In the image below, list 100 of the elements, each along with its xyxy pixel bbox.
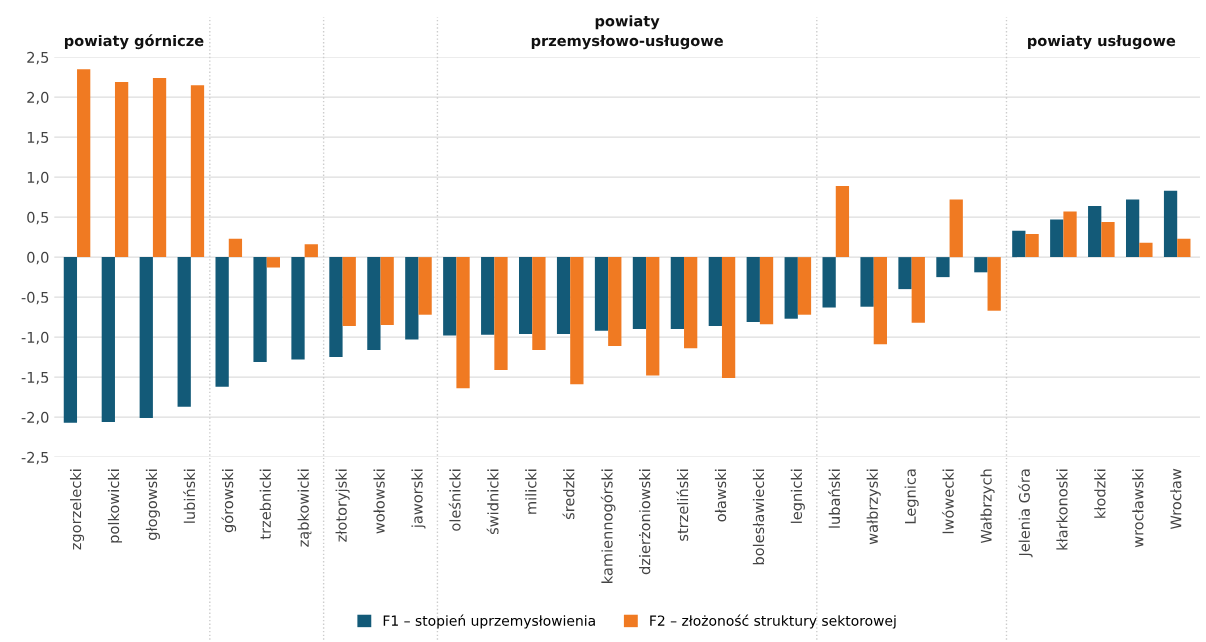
- x-tick-label: lwówecki: [941, 469, 954, 534]
- bar: [646, 257, 660, 376]
- bar: [822, 257, 836, 308]
- bar: [519, 257, 533, 334]
- bar: [443, 257, 457, 336]
- x-tick-label: kłodzki: [1094, 469, 1106, 518]
- bar: [418, 257, 432, 315]
- bar: [759, 257, 774, 325]
- bar: [911, 257, 925, 323]
- bar: [797, 257, 812, 315]
- bar: [987, 257, 1001, 311]
- bar: [101, 257, 115, 422]
- y-tick-label: -0,5: [21, 291, 49, 305]
- bar: [1177, 238, 1191, 258]
- x-tick-label: Wrocław: [1170, 468, 1182, 530]
- text: powiaty usługowe: [1028, 34, 1176, 50]
- bar: [835, 185, 850, 258]
- bar: [367, 257, 381, 350]
- bar: [63, 257, 78, 423]
- legend-label: F1 – stopień uprzemysłowienia: [383, 614, 595, 629]
- bar: [139, 257, 153, 418]
- bar: [670, 257, 685, 330]
- bar: [746, 257, 760, 322]
- bar: [1063, 211, 1077, 258]
- bar: [1050, 219, 1064, 258]
- bar: [1139, 242, 1153, 258]
- x-tick-label: trzebnicki: [259, 469, 271, 540]
- bar: [632, 257, 647, 330]
- y-tick-label: -1,0: [21, 331, 49, 345]
- bar: [114, 81, 129, 258]
- bar: [1012, 230, 1026, 258]
- x-tick-label: jaworski: [411, 469, 426, 529]
- text: powiaty górnicze: [64, 34, 204, 50]
- x-tick-label: wałbrzyski: [866, 469, 881, 545]
- x-tick-label: legnicki: [790, 469, 805, 523]
- bar: [228, 238, 243, 258]
- x-tick-label: złotoryjski: [335, 469, 350, 542]
- y-tick-label: 1,5: [27, 132, 49, 145]
- x-tick-label: lubański: [828, 469, 841, 528]
- bar: [532, 257, 546, 350]
- bar: [152, 77, 167, 258]
- bar: [936, 257, 950, 278]
- bar: [898, 257, 912, 290]
- bar: [608, 257, 622, 346]
- bar: [784, 257, 798, 319]
- x-tick-label: oleśnicki: [448, 469, 461, 531]
- x-tick-label: wołowski: [373, 469, 385, 534]
- x-tick-label: średzki: [562, 469, 575, 520]
- bar: [594, 257, 609, 331]
- bar: [190, 85, 205, 258]
- x-tick-label: kamiennogórski: [600, 469, 616, 583]
- bar: [329, 257, 343, 358]
- x-tick-label: górowski: [221, 469, 237, 533]
- text: powiaty przemysłowo-usługowe: [531, 15, 723, 50]
- x-tick-label: strzeliński: [676, 469, 689, 541]
- x-tick-label: ząbkowicki: [297, 469, 312, 547]
- x-tick-label: polkowicki: [107, 469, 123, 543]
- bar: [215, 257, 229, 387]
- y-tick-label: 0,5: [27, 211, 49, 225]
- x-tick-label: lubiński: [183, 469, 196, 523]
- y-tick-label: -2,0: [21, 411, 49, 425]
- x-tick-label: Legnica: [904, 469, 919, 524]
- bar: [1163, 190, 1178, 258]
- bar: [873, 257, 887, 345]
- bar: [77, 69, 91, 258]
- x-tick-label: kłarkonoski: [1056, 469, 1068, 550]
- bar: [266, 257, 280, 268]
- y-tick-label: -2,5: [21, 451, 49, 465]
- bar: [1101, 221, 1115, 258]
- bar: [721, 257, 736, 378]
- bar: [291, 257, 305, 360]
- bar: [342, 257, 356, 326]
- x-tick-label: dzierżoniowski: [639, 469, 651, 575]
- x-tick-label: zgorzelecki: [69, 469, 85, 550]
- bar: [405, 257, 419, 340]
- x-tick-label: oławski: [714, 469, 727, 522]
- x-tick-label: bolesławiecki: [752, 469, 765, 565]
- bar: [494, 257, 508, 370]
- bar: [456, 257, 470, 389]
- bar: [481, 257, 495, 335]
- x-tick-label: głogowski: [145, 469, 160, 540]
- x-tick-label: Jelenia Góra: [1018, 469, 1033, 558]
- bar: [1125, 199, 1140, 258]
- bar: [1025, 233, 1039, 258]
- y-tick-label: 2,0: [27, 91, 49, 105]
- bar: [1088, 205, 1102, 258]
- legend-label: F2 – złożoność struktury sektorowej: [650, 614, 896, 629]
- x-tick-label: wrocławski: [1132, 469, 1144, 548]
- x-tick-label: milicki: [525, 469, 537, 514]
- x-tick-label: Wałbrzych: [980, 469, 995, 544]
- bar: [380, 257, 394, 326]
- bar: [860, 257, 874, 307]
- bar: [304, 244, 318, 258]
- y-tick-label: -1,5: [21, 372, 49, 385]
- bar: [708, 257, 722, 326]
- bar: [177, 257, 191, 407]
- bar: [684, 257, 698, 349]
- bar: [253, 257, 267, 362]
- bar: [974, 257, 988, 273]
- y-tick-label: 1,0: [27, 171, 49, 185]
